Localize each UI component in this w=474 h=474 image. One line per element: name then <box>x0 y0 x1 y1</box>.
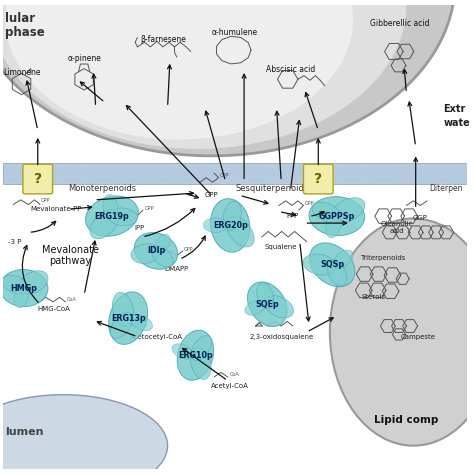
Text: 2,3-oxidosqualene: 2,3-oxidosqualene <box>249 334 313 340</box>
Ellipse shape <box>2 275 27 294</box>
Text: ERG13p: ERG13p <box>111 314 146 323</box>
Ellipse shape <box>333 250 353 268</box>
Text: Lipid comp: Lipid comp <box>374 415 438 425</box>
Ellipse shape <box>5 0 353 140</box>
Ellipse shape <box>227 217 254 247</box>
Ellipse shape <box>103 194 118 219</box>
Ellipse shape <box>152 247 173 267</box>
Text: GPP: GPP <box>205 192 219 198</box>
Text: ?: ? <box>314 172 322 186</box>
Text: Acetyl-CoA: Acetyl-CoA <box>211 383 249 389</box>
Ellipse shape <box>191 336 211 360</box>
Ellipse shape <box>257 283 273 309</box>
Text: β-farnesene: β-farnesene <box>140 35 186 44</box>
Text: CoA: CoA <box>67 297 77 302</box>
Text: α-humulene: α-humulene <box>212 28 258 37</box>
Ellipse shape <box>223 201 241 230</box>
Text: HMGp: HMGp <box>10 283 37 292</box>
Text: OPP: OPP <box>41 198 51 203</box>
Ellipse shape <box>203 218 228 233</box>
Text: Monoterpenoids: Monoterpenoids <box>69 184 137 193</box>
Text: Acetocetyl-CoA: Acetocetyl-CoA <box>129 334 182 340</box>
FancyBboxPatch shape <box>303 164 333 194</box>
Ellipse shape <box>309 197 365 236</box>
Text: Limonene: Limonene <box>3 68 40 77</box>
Text: Mevalonate-PP: Mevalonate-PP <box>31 206 82 212</box>
Ellipse shape <box>245 301 265 315</box>
Ellipse shape <box>14 286 28 308</box>
Text: ?: ? <box>34 172 42 186</box>
Text: OPP: OPP <box>184 247 193 252</box>
Ellipse shape <box>0 269 48 307</box>
Text: GGPPSp: GGPPSp <box>319 211 355 220</box>
Ellipse shape <box>303 254 336 275</box>
Text: ERG10p: ERG10p <box>178 351 213 360</box>
Text: IDIp: IDIp <box>147 246 165 255</box>
Text: IPP: IPP <box>135 225 145 231</box>
Ellipse shape <box>327 260 347 286</box>
Text: ERG19p: ERG19p <box>95 211 129 220</box>
Text: phase: phase <box>5 26 45 39</box>
Text: Diterpen: Diterpen <box>429 184 463 193</box>
Text: OPP: OPP <box>220 173 229 178</box>
Text: OPP: OPP <box>304 201 314 206</box>
Text: Sterols: Sterols <box>362 294 386 301</box>
Ellipse shape <box>172 344 193 359</box>
Text: lular: lular <box>5 12 36 25</box>
Ellipse shape <box>331 198 365 223</box>
Text: Gibberellic acid: Gibberellic acid <box>370 19 429 28</box>
Ellipse shape <box>112 292 134 327</box>
Ellipse shape <box>0 0 455 156</box>
Ellipse shape <box>0 0 406 149</box>
Text: Campeste: Campeste <box>401 334 436 340</box>
Text: DMAPP: DMAPP <box>165 266 189 273</box>
Text: α-pinene: α-pinene <box>67 54 101 63</box>
Text: ERG20p: ERG20p <box>213 221 247 230</box>
Text: Triterpenoids: Triterpenoids <box>361 255 406 261</box>
Text: Abscisic acid: Abscisic acid <box>266 65 315 74</box>
Text: lumen: lumen <box>5 428 44 438</box>
Ellipse shape <box>310 243 355 287</box>
Ellipse shape <box>330 219 474 446</box>
Text: OPP: OPP <box>145 206 154 211</box>
Text: Mevalonate
pathway: Mevalonate pathway <box>42 245 99 266</box>
Text: HMG-CoA: HMG-CoA <box>37 306 71 312</box>
Text: CoA: CoA <box>229 372 239 377</box>
Text: Extr: Extr <box>444 104 466 115</box>
Text: -3 P: -3 P <box>8 238 21 245</box>
Text: Oleanolic
acid: Oleanolic acid <box>381 221 413 234</box>
Text: wate: wate <box>444 118 470 128</box>
Ellipse shape <box>90 210 119 239</box>
Text: CoA: CoA <box>137 322 147 327</box>
Ellipse shape <box>177 330 214 380</box>
Bar <box>3 163 467 183</box>
Ellipse shape <box>18 271 48 294</box>
Ellipse shape <box>109 292 147 345</box>
Ellipse shape <box>134 233 178 269</box>
Ellipse shape <box>110 313 133 338</box>
Ellipse shape <box>191 347 211 380</box>
Ellipse shape <box>326 213 341 238</box>
Text: SQSp: SQSp <box>320 260 344 269</box>
Ellipse shape <box>0 395 168 474</box>
Ellipse shape <box>312 202 341 222</box>
Ellipse shape <box>85 196 138 236</box>
Ellipse shape <box>247 282 287 327</box>
Ellipse shape <box>130 314 153 331</box>
Ellipse shape <box>155 234 170 253</box>
Ellipse shape <box>210 199 250 252</box>
Ellipse shape <box>108 208 137 226</box>
Text: GGP: GGP <box>413 216 428 221</box>
Text: FPP: FPP <box>287 213 299 219</box>
Ellipse shape <box>131 244 160 264</box>
FancyBboxPatch shape <box>23 164 53 194</box>
Text: Sesquiterpenoids: Sesquiterpenoids <box>235 184 309 193</box>
Ellipse shape <box>264 296 293 318</box>
Text: Squalene: Squalene <box>265 244 298 250</box>
Text: SQEp: SQEp <box>255 300 279 309</box>
